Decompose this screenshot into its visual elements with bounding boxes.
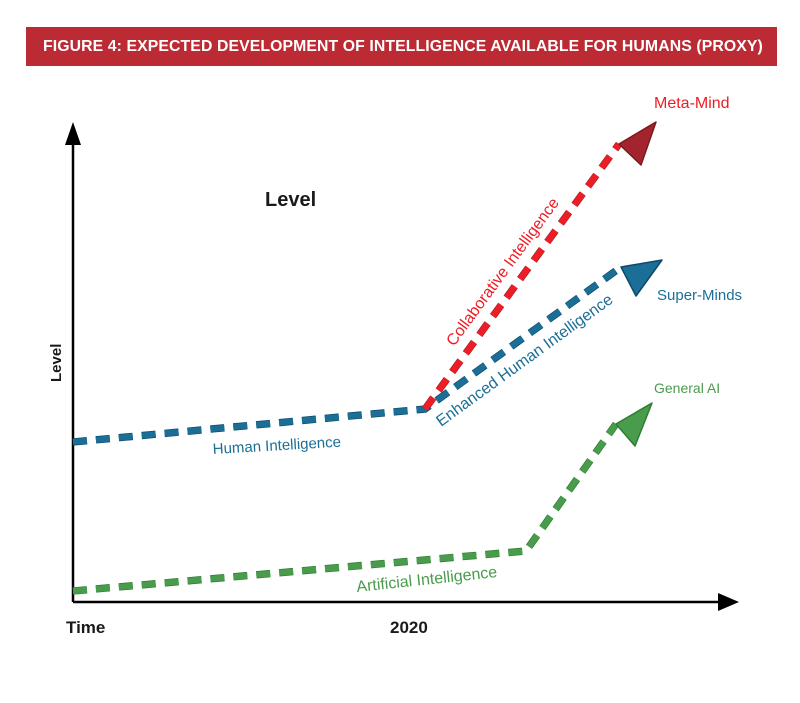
svg-text:Time: Time [66, 618, 105, 637]
svg-text:Super-Minds: Super-Minds [657, 287, 742, 304]
svg-text:General AI: General AI [654, 380, 720, 396]
svg-text:Artificial Intelligence: Artificial Intelligence [356, 564, 499, 596]
svg-text:Level: Level [48, 344, 65, 382]
svg-text:2020: 2020 [390, 618, 428, 637]
svg-text:Enhanced Human Intelligence: Enhanced Human Intelligence [433, 291, 616, 430]
svg-text:Meta-Mind: Meta-Mind [654, 95, 730, 112]
svg-text:Collaborative Intelligence: Collaborative Intelligence [444, 195, 563, 349]
svg-text:Level: Level [265, 189, 316, 211]
svg-text:Human Intelligence: Human Intelligence [212, 434, 341, 458]
